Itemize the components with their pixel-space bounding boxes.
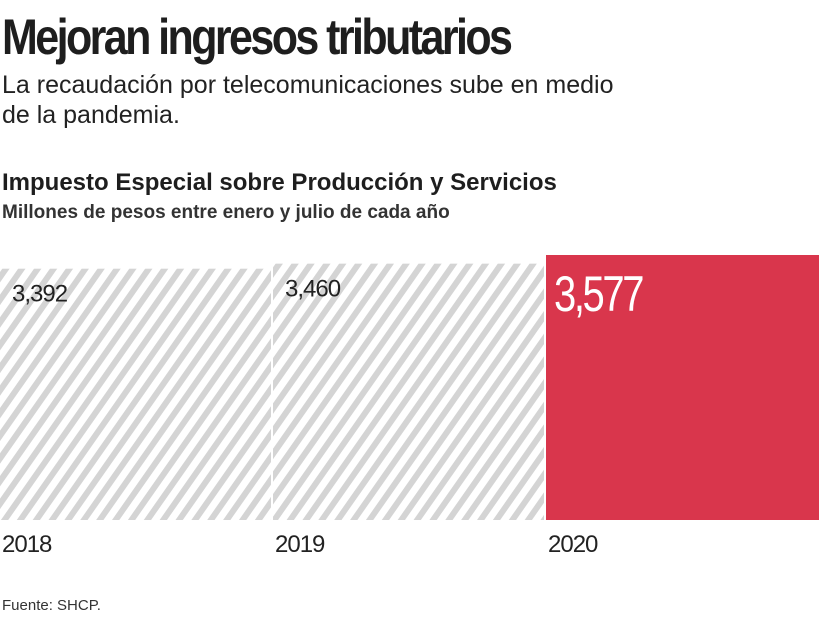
page-subtitle: La recaudación por telecomunicaciones su… — [2, 71, 614, 129]
bar-2018 — [0, 268, 271, 520]
data-label-2019: 3,460 — [285, 276, 341, 303]
chart-title: Impuesto Especial sobre Producción y Ser… — [2, 169, 557, 196]
x-tick-2019: 2019 — [275, 531, 325, 558]
bar-2019 — [273, 263, 544, 520]
bar-2020 — [546, 255, 819, 520]
source-note: Fuente: SHCP. — [2, 597, 101, 614]
data-label-2018: 3,392 — [12, 281, 68, 308]
data-label-2020: 3,577 — [554, 266, 643, 322]
page-title: Mejoran ingresos tributarios — [2, 9, 513, 65]
x-tick-2020: 2020 — [548, 531, 598, 558]
chart-subtitle: Millones de pesos entre enero y julio de… — [2, 202, 450, 223]
x-tick-2018: 2018 — [2, 531, 52, 558]
